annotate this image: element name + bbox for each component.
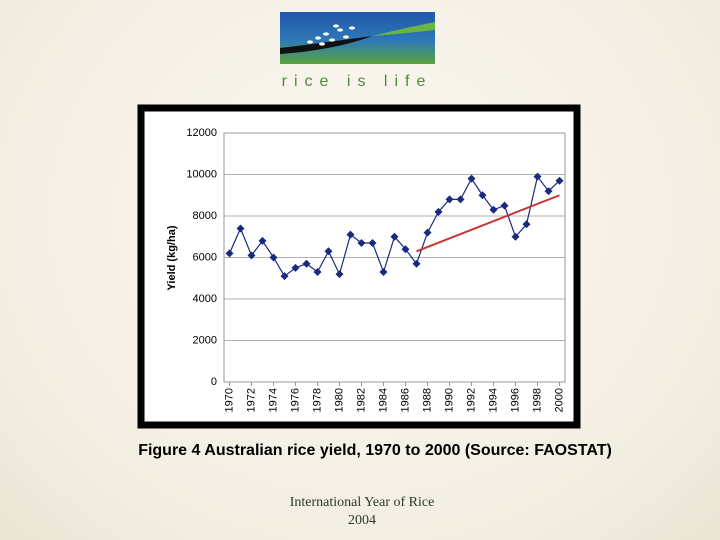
trend-line	[416, 194, 560, 253]
data-point	[445, 195, 454, 204]
y-tick-label: 2000	[193, 334, 217, 346]
x-tick-label: 1970	[223, 388, 235, 412]
data-point	[522, 220, 531, 229]
footer-line: International Year of Rice	[290, 495, 435, 510]
y-tick-label: 12000	[186, 127, 217, 139]
plot-border	[223, 132, 566, 383]
logo	[280, 12, 435, 64]
data-point	[335, 270, 344, 279]
y-tick-label: 8000	[193, 210, 217, 222]
data-point	[434, 207, 443, 216]
data-point	[368, 238, 377, 247]
data-point	[478, 191, 487, 200]
x-tick-label: 2000	[553, 388, 565, 412]
data-point	[423, 228, 432, 237]
data-point	[346, 230, 355, 239]
data-point	[500, 201, 509, 210]
x-tick-label: 1978	[311, 388, 323, 412]
data-point	[467, 174, 476, 183]
logo-text: rice is life	[282, 73, 433, 90]
x-tick-label: 1996	[509, 388, 521, 412]
data-point	[258, 236, 267, 245]
data-point	[324, 247, 333, 256]
data-point	[390, 232, 399, 241]
data-point	[511, 232, 520, 241]
y-tick-label: 6000	[193, 251, 217, 263]
plot: 0 2000 4000 6000 8000 10000 12000 1970 1972 1974 1…	[186, 127, 566, 412]
data-point	[412, 259, 421, 268]
data-point	[544, 187, 553, 196]
data-point	[357, 238, 366, 247]
x-tick-label: 1990	[443, 388, 455, 412]
x-tick-label: 1986	[399, 388, 411, 412]
chart-frame	[137, 104, 581, 429]
x-tick-label: 1972	[245, 388, 257, 412]
y-tick-label: 10000	[186, 168, 217, 180]
data-point	[236, 224, 245, 233]
x-tick-label: 1998	[531, 388, 543, 412]
data-point	[280, 272, 289, 281]
x-tick-label: 1974	[267, 388, 279, 412]
y-tick-label: 0	[211, 376, 217, 388]
x-tick-label: 1988	[421, 388, 433, 412]
data-point	[489, 205, 498, 214]
caption: Figure 4 Australian rice yield, 1970 to …	[138, 442, 612, 459]
data-point	[533, 172, 542, 181]
data-point	[456, 195, 465, 204]
x-tick-label: 1992	[465, 388, 477, 412]
data-point	[302, 259, 311, 268]
x-tick-label: 1994	[487, 388, 499, 412]
footer-line: 2004	[348, 513, 376, 528]
data-point	[269, 253, 278, 262]
y-axis-label: Yield (kg/ha)	[166, 225, 178, 290]
x-tick-label: 1976	[289, 388, 301, 412]
data-point	[225, 249, 234, 258]
x-tick-label: 1984	[377, 388, 389, 412]
y-tick-label: 4000	[193, 293, 217, 305]
data-point	[291, 263, 300, 272]
data-point	[379, 268, 388, 277]
data-point	[401, 245, 410, 254]
data-point	[313, 268, 322, 277]
data-point	[555, 176, 564, 185]
x-tick-label: 1980	[333, 388, 345, 412]
data-point	[247, 251, 256, 260]
x-tick-label: 1982	[355, 388, 367, 412]
